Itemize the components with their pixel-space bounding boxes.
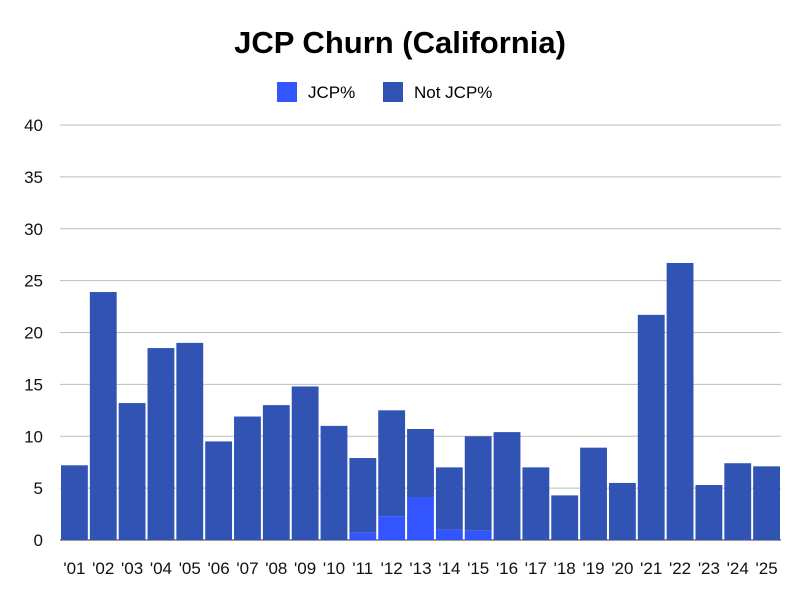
x-tick-label: '10: [323, 559, 345, 578]
bar-not-jcp: [234, 416, 261, 540]
x-tick-label: '04: [150, 559, 172, 578]
bar-not-jcp: [407, 428, 434, 498]
legend-label-jcp: JCP%: [308, 83, 355, 102]
bar-not-jcp: [637, 314, 665, 540]
bar-not-jcp: [262, 405, 290, 540]
x-tick-label: '09: [294, 559, 316, 578]
y-tick-label: 5: [34, 479, 43, 498]
x-axis-ticks: '01 '02 '03 '04 '05 '06 '07 '08 '09 '10 '11 '12 '13 '…: [63, 559, 777, 578]
bar-not-jcp: [176, 342, 204, 540]
x-tick-label: '19: [582, 559, 604, 578]
x-tick-label: '11: [352, 559, 373, 578]
bar-not-jcp: [205, 441, 233, 540]
legend-swatch-jcp: [277, 82, 297, 102]
y-tick-label: 40: [24, 116, 43, 135]
y-tick-label: 25: [24, 272, 43, 291]
x-tick-label: '08: [265, 559, 287, 578]
x-tick-label: '16: [496, 559, 518, 578]
bar-not-jcp: [118, 403, 146, 540]
bar-not-jcp: [147, 348, 175, 540]
x-tick-label: '24: [727, 559, 749, 578]
bar-not-jcp: [61, 465, 88, 540]
x-tick-label: '15: [467, 559, 489, 578]
bar-not-jcp: [551, 495, 579, 540]
bar-jcp: [349, 532, 377, 540]
x-tick-label: '07: [236, 559, 258, 578]
bar-not-jcp: [695, 485, 723, 540]
legend-label-not-jcp: Not JCP%: [414, 83, 492, 102]
bar-not-jcp: [378, 410, 406, 517]
bar-jcp: [464, 530, 492, 540]
x-tick-label: '25: [756, 559, 778, 578]
bar-not-jcp: [753, 466, 780, 540]
y-tick-label: 30: [24, 220, 43, 239]
x-tick-label: '12: [381, 559, 403, 578]
bar-not-jcp: [89, 292, 117, 540]
x-tick-label: '21: [640, 559, 662, 578]
bars: [61, 262, 780, 540]
y-tick-label: 15: [24, 375, 43, 394]
bar-not-jcp: [724, 463, 752, 540]
x-tick-label: '14: [438, 559, 460, 578]
x-tick-label: '02: [92, 559, 114, 578]
x-tick-label: '20: [611, 559, 633, 578]
x-tick-label: '17: [525, 559, 547, 578]
bar-not-jcp: [666, 262, 694, 540]
y-tick-label: 20: [24, 324, 43, 343]
x-tick-label: '22: [669, 559, 691, 578]
bar-not-jcp: [580, 447, 607, 540]
y-axis-ticks: 0 5 10 15 20 25 30 35 40: [24, 116, 43, 550]
x-tick-label: '18: [554, 559, 576, 578]
y-tick-label: 10: [24, 427, 43, 446]
bar-not-jcp: [493, 432, 521, 540]
legend-swatch-not-jcp: [383, 82, 403, 102]
bar-not-jcp: [608, 482, 636, 540]
x-tick-label: '13: [409, 559, 431, 578]
x-tick-label: '01: [63, 559, 85, 578]
x-tick-label: '03: [121, 559, 143, 578]
bar-jcp: [407, 497, 434, 540]
bar-not-jcp: [291, 386, 319, 540]
y-tick-label: 0: [34, 531, 43, 550]
x-tick-label: '05: [179, 559, 201, 578]
bar-not-jcp: [435, 467, 463, 530]
bar-not-jcp: [349, 458, 377, 533]
x-tick-label: '23: [698, 559, 720, 578]
bar-jcp: [435, 529, 463, 540]
legend: JCP% Not JCP%: [277, 82, 492, 102]
bar-not-jcp: [320, 425, 348, 540]
bar-not-jcp: [522, 467, 550, 540]
chart-title: JCP Churn (California): [234, 25, 566, 60]
x-tick-label: '06: [208, 559, 230, 578]
bar-jcp: [378, 516, 406, 540]
y-tick-label: 35: [24, 168, 43, 187]
bar-not-jcp: [464, 436, 492, 531]
